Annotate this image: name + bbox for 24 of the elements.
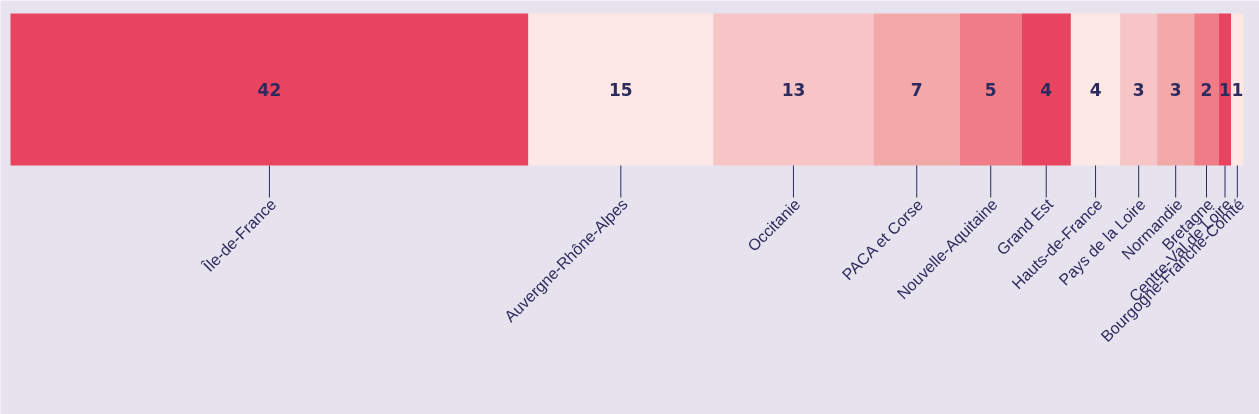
data-label: 7 — [910, 80, 923, 100]
data-label: 5 — [984, 80, 997, 100]
data-label: 1 — [1231, 80, 1244, 100]
data-label: 42 — [257, 80, 282, 100]
data-label: 3 — [1169, 80, 1182, 100]
bar — [1218, 13, 1232, 166]
data-label: 3 — [1132, 80, 1145, 100]
bar — [10, 13, 529, 166]
bar — [1157, 13, 1195, 166]
bar — [1120, 13, 1158, 166]
bar — [1194, 13, 1219, 166]
bar — [1231, 13, 1244, 166]
data-label: 1 — [1219, 80, 1231, 100]
data-label: 13 — [781, 80, 806, 100]
bar — [1021, 13, 1071, 166]
bar — [1070, 13, 1121, 166]
data-label: 2 — [1200, 80, 1213, 100]
data-label: 4 — [1040, 80, 1053, 100]
bar — [959, 13, 1022, 166]
bar — [713, 13, 874, 166]
data-label: 4 — [1089, 80, 1102, 100]
bar — [873, 13, 960, 166]
data-label: 15 — [609, 80, 633, 100]
bar — [528, 13, 714, 166]
